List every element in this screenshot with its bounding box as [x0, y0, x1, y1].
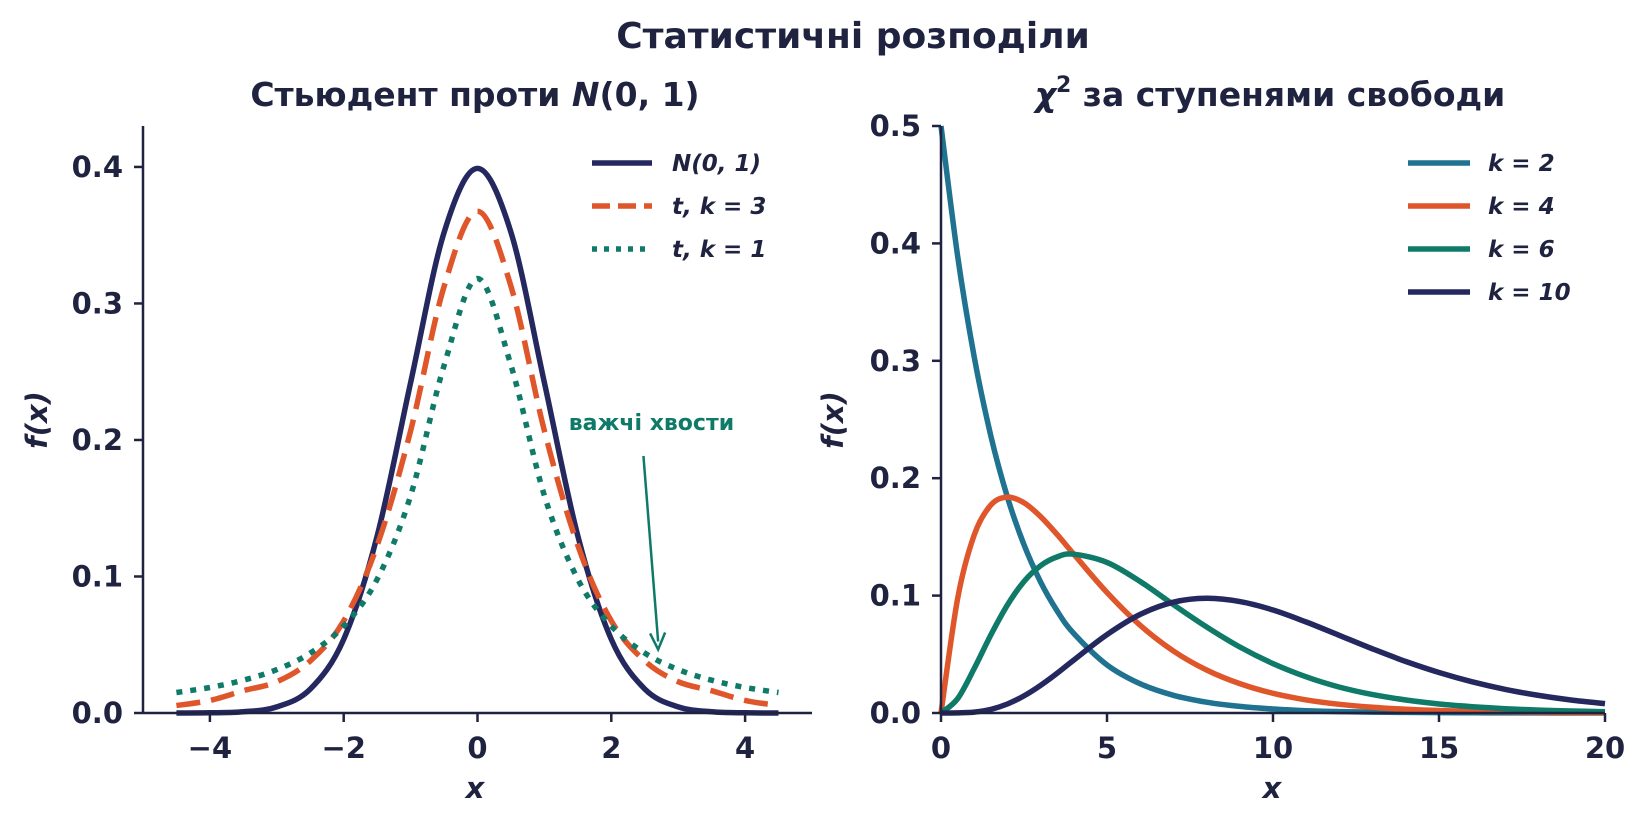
x-tick-label: −4: [188, 731, 232, 765]
x-tick-label: 20: [1585, 731, 1625, 765]
x-tick-label: −2: [321, 731, 365, 765]
annotation-heavy-tails: важчі хвости: [569, 411, 734, 436]
y-tick-label: 0.3: [870, 344, 921, 378]
y-tick-label: 0.1: [72, 559, 123, 593]
x-axis-label: x: [1261, 771, 1283, 805]
panel-student-vs-normal: Стьюдент проти N(0, 1) −4 −2 0 2 4 0.0 0.1 0.2 0…: [20, 75, 812, 805]
legend-label-1: t, k = 3: [672, 194, 766, 220]
x-tick-label: 4: [735, 731, 755, 765]
legend-label-1: k = 4: [1488, 194, 1555, 220]
legend-label-0: k = 2: [1488, 151, 1555, 177]
series-line-1: [176, 208, 779, 709]
series-line-0: [176, 165, 779, 716]
y-tick-label: 0.4: [870, 226, 921, 260]
y-tick-label: 0.4: [72, 150, 123, 184]
plot-area: [938, 125, 1606, 716]
x-tick-label: 0: [467, 731, 487, 765]
x-tick-label: 2: [601, 731, 621, 765]
figure-suptitle: Статистичні розподіли: [616, 16, 1090, 57]
y-tick-label: 0.1: [870, 579, 921, 613]
y-tick-label: 0.2: [72, 423, 123, 457]
legend: k = 2 k = 4 k = 6 k = 10: [1408, 151, 1571, 306]
annotation-arrow-head: [649, 631, 667, 653]
panel-title: χ2 за ступенями свободи: [1033, 73, 1506, 114]
y-tick-label: 0.2: [870, 461, 921, 495]
y-axis-label: f(x): [816, 391, 850, 449]
annotation-layer: важчі хвости: [569, 411, 734, 653]
series-line-2: [939, 551, 1606, 716]
x-tick-label: 15: [1419, 731, 1459, 765]
series-line-1: [938, 494, 1606, 716]
legend: N(0, 1) t, k = 3 t, k = 1: [592, 151, 766, 263]
x-tick-label: 5: [1097, 731, 1117, 765]
plot-area: [176, 165, 779, 716]
legend-label-2: t, k = 1: [672, 237, 766, 263]
ticks: −4 −2 0 2 4 0.0 0.1 0.2 0.3 0.4: [72, 150, 756, 765]
y-tick-label: 0.5: [870, 109, 921, 143]
x-tick-label: 0: [931, 731, 951, 765]
legend-label-0: N(0, 1): [672, 151, 761, 177]
x-axis-label: x: [464, 771, 486, 805]
annotation-arrow-shaft: [642, 455, 660, 642]
panel-chi-squared: χ2 за ступенями свободи 0 5 10 15 20 0.0 0.1 0.…: [816, 73, 1625, 805]
legend-label-2: k = 6: [1488, 237, 1555, 263]
x-tick-label: 10: [1253, 731, 1293, 765]
ticks: 0 5 10 15 20 0.0 0.1 0.2 0.3 0.4 0.5: [870, 109, 1626, 765]
y-tick-label: 0.0: [72, 696, 123, 730]
y-tick-label: 0.0: [870, 696, 921, 730]
legend-label-3: k = 10: [1488, 280, 1571, 306]
panel-title: Стьюдент проти N(0, 1): [250, 75, 699, 114]
y-tick-label: 0.3: [72, 286, 123, 320]
series-line-3: [940, 595, 1606, 716]
y-axis-label: f(x): [20, 391, 54, 449]
series-line-2: [176, 275, 779, 696]
